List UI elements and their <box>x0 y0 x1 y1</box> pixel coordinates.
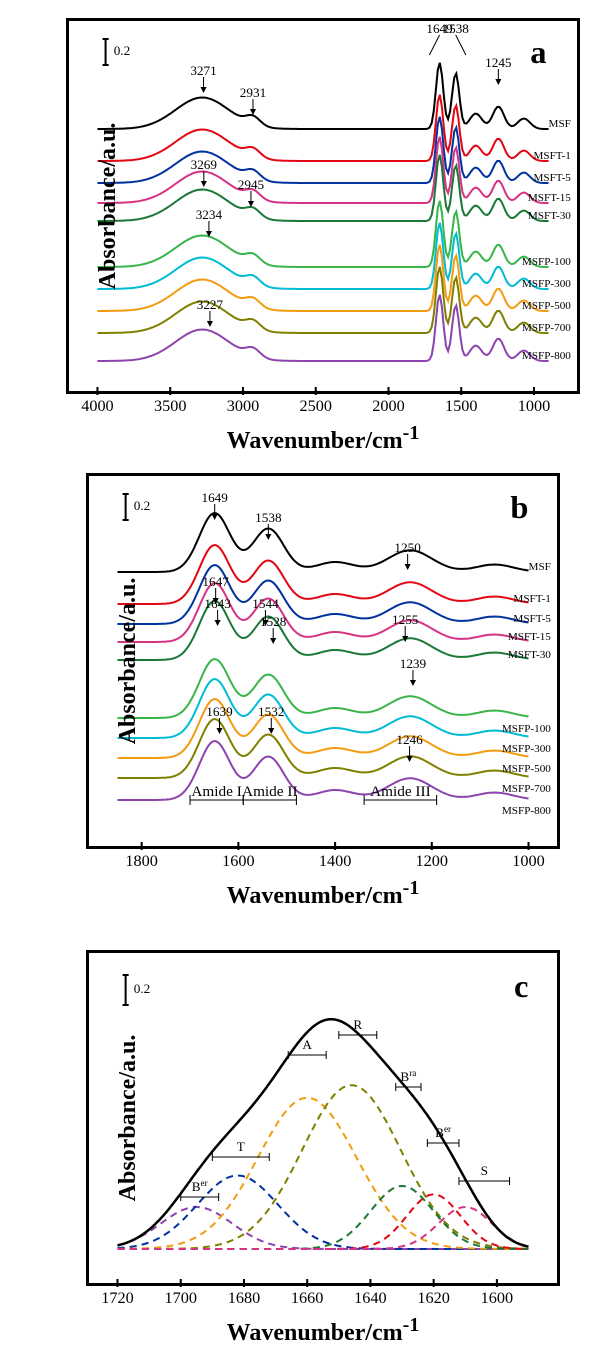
svg-text:1600: 1600 <box>481 1290 513 1307</box>
svg-text:MSFT-1: MSFT-1 <box>533 150 570 162</box>
svg-text:1538: 1538 <box>255 510 282 525</box>
plot-c: 17201700168016601640162016000.2BerTARBra… <box>89 953 557 1283</box>
svg-text:Amide I: Amide I <box>191 784 241 800</box>
svg-text:MSFT-15: MSFT-15 <box>508 631 552 643</box>
svg-text:3227: 3227 <box>197 297 224 312</box>
svg-text:1200: 1200 <box>416 853 448 870</box>
svg-text:1538: 1538 <box>443 21 470 36</box>
svg-text:1544: 1544 <box>252 596 279 611</box>
svg-text:1245: 1245 <box>485 55 512 70</box>
ylabel-c: Absorbance/a.u. <box>115 1035 142 1202</box>
svg-text:MSFP-800: MSFP-800 <box>522 350 571 362</box>
svg-text:T: T <box>237 1139 245 1154</box>
svg-text:1400: 1400 <box>319 853 351 870</box>
svg-text:2931: 2931 <box>240 85 266 100</box>
svg-text:MSFP-100: MSFP-100 <box>522 256 571 268</box>
plot-a: 40003500300025002000150010000.2327129311… <box>69 21 577 391</box>
svg-text:MSFP-700: MSFP-700 <box>502 783 552 795</box>
svg-text:1528: 1528 <box>260 614 287 629</box>
svg-text:MSFP-100: MSFP-100 <box>502 723 552 735</box>
svg-text:MSFP-300: MSFP-300 <box>502 743 552 755</box>
svg-text:1000: 1000 <box>518 398 550 415</box>
svg-text:4000: 4000 <box>81 398 113 415</box>
svg-text:1700: 1700 <box>164 1290 196 1307</box>
xlabel-a: Wavenumber/cm-1 <box>66 422 580 455</box>
svg-text:1532: 1532 <box>258 704 284 719</box>
svg-text:1239: 1239 <box>400 656 427 671</box>
svg-text:R: R <box>353 1017 362 1032</box>
svg-text:MSFP-300: MSFP-300 <box>522 278 571 290</box>
svg-text:MSFP-800: MSFP-800 <box>502 805 552 817</box>
svg-text:Amide III: Amide III <box>370 784 431 800</box>
svg-text:Ber: Ber <box>192 1178 208 1194</box>
plot-b: 180016001400120010000.216491538125016471… <box>89 476 557 846</box>
svg-text:MSFT-30: MSFT-30 <box>528 210 571 222</box>
svg-text:3269: 3269 <box>191 157 218 172</box>
svg-text:1246: 1246 <box>396 732 423 747</box>
svg-text:1000: 1000 <box>512 853 544 870</box>
svg-text:MSFT-30: MSFT-30 <box>508 649 552 661</box>
svg-text:Ber: Ber <box>435 1124 451 1140</box>
panel-a: Absorbance/a.u. 400035003000250020001500… <box>66 18 580 394</box>
svg-text:S: S <box>481 1163 488 1178</box>
svg-text:MSFP-500: MSFP-500 <box>522 300 571 312</box>
svg-text:MSFT-5: MSFT-5 <box>533 172 571 184</box>
svg-text:2000: 2000 <box>372 398 404 415</box>
svg-text:3271: 3271 <box>190 63 216 78</box>
svg-text:1255: 1255 <box>392 612 419 627</box>
xlabel-c: Wavenumber/cm-1 <box>86 1314 560 1347</box>
svg-text:Amide II: Amide II <box>242 784 298 800</box>
svg-text:3000: 3000 <box>227 398 259 415</box>
svg-text:MSFP-500: MSFP-500 <box>502 763 552 775</box>
svg-text:MSFT-15: MSFT-15 <box>528 192 571 204</box>
svg-text:MSFP-700: MSFP-700 <box>522 322 571 334</box>
svg-text:1720: 1720 <box>101 1290 133 1307</box>
svg-text:1640: 1640 <box>354 1290 386 1307</box>
ylabel-b: Absorbance/a.u. <box>115 578 142 745</box>
svg-text:1647: 1647 <box>202 574 229 589</box>
svg-text:3234: 3234 <box>196 207 223 222</box>
svg-text:1643: 1643 <box>204 596 231 611</box>
panel-b: Absorbance/a.u. 180016001400120010000.21… <box>86 473 560 849</box>
xlabel-b: Wavenumber/cm-1 <box>86 877 560 910</box>
svg-text:MSFT-1: MSFT-1 <box>513 593 550 605</box>
svg-text:1800: 1800 <box>125 853 157 870</box>
svg-text:1620: 1620 <box>417 1290 449 1307</box>
svg-text:a: a <box>530 34 546 70</box>
svg-text:MSFT-5: MSFT-5 <box>513 613 551 625</box>
svg-text:1600: 1600 <box>222 853 254 870</box>
svg-text:1500: 1500 <box>445 398 477 415</box>
svg-text:0.2: 0.2 <box>134 498 151 513</box>
svg-text:c: c <box>514 968 528 1004</box>
svg-text:1649: 1649 <box>201 490 228 505</box>
svg-text:1250: 1250 <box>394 540 421 555</box>
svg-text:1639: 1639 <box>206 704 233 719</box>
ylabel-a: Absorbance/a.u. <box>95 123 122 290</box>
svg-text:A: A <box>302 1037 312 1052</box>
svg-text:1680: 1680 <box>228 1290 260 1307</box>
svg-text:3500: 3500 <box>154 398 186 415</box>
panel-c: Absorbance/a.u. 172017001680166016401620… <box>86 950 560 1286</box>
svg-text:b: b <box>510 489 528 525</box>
svg-text:Bra: Bra <box>400 1068 416 1084</box>
svg-text:1660: 1660 <box>291 1290 323 1307</box>
svg-text:0.2: 0.2 <box>114 43 131 58</box>
svg-text:2500: 2500 <box>299 398 331 415</box>
svg-text:MSF: MSF <box>549 118 571 130</box>
svg-text:MSF: MSF <box>529 561 551 573</box>
svg-text:0.2: 0.2 <box>134 981 151 996</box>
svg-text:2945: 2945 <box>238 177 265 192</box>
